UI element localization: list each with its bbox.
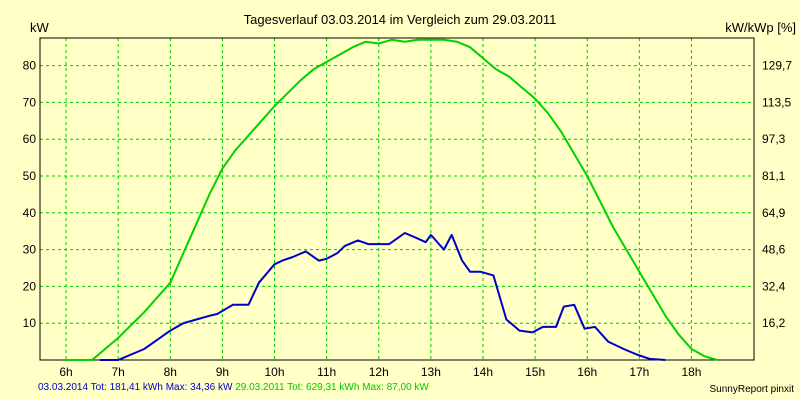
legend-series-2-total: Tot: 629,31 kWh <box>287 382 360 393</box>
grid <box>40 38 754 360</box>
legend-series-2-max: Max: 87,00 kW <box>362 382 429 393</box>
y-right-tick-label: 16,2 <box>762 316 786 330</box>
series-line-1 <box>99 232 666 361</box>
y-left-tick-label: 20 <box>23 279 37 293</box>
x-tick-label: 14h <box>473 365 493 379</box>
y-right-tick-label: 48,6 <box>762 243 786 257</box>
x-tick-label: 8h <box>164 365 177 379</box>
legend-series-1-name: 03.03.2014 <box>38 382 89 393</box>
y-left-tick-label: 30 <box>23 243 37 257</box>
x-tick-label: 12h <box>369 365 389 379</box>
x-tick-label: 9h <box>216 365 229 379</box>
legend-series-1: 03.03.2014 Tot: 181,41 kWh Max: 34,36 kW <box>38 382 235 393</box>
y-right-tick-label: 81,1 <box>762 169 786 183</box>
y-right-tick-label: 64,9 <box>762 206 786 220</box>
y-right-tick-label: 113,5 <box>762 95 791 109</box>
y-left-tick-label: 50 <box>23 169 37 183</box>
x-tick-label: 15h <box>525 365 545 379</box>
x-tick-label: 16h <box>577 365 597 379</box>
y-left-tick-label: 80 <box>23 59 37 73</box>
x-tick-label: 10h <box>265 365 285 379</box>
legend-series-1-max: Max: 34,36 kW <box>165 382 233 393</box>
x-tick-label: 11h <box>317 365 336 379</box>
y-right-tick-label: 97,3 <box>762 132 786 146</box>
y-left-tick-label: 70 <box>23 95 37 109</box>
x-tick-label: 7h <box>111 365 124 379</box>
x-tick-label: 18h <box>681 365 701 379</box>
y-right-tick-label: 32,4 <box>762 279 786 293</box>
y-axis-right-ticks: 16,2 32,4 48,6 64,9 81,1 97,3 113,5 129,7 <box>762 59 792 331</box>
y-axis-left-label: kW <box>30 20 50 35</box>
y-left-tick-label: 10 <box>23 316 37 330</box>
y-left-tick-label: 60 <box>23 132 37 146</box>
series-lines <box>66 38 718 361</box>
legend-series-2-name: 29.03.2011 <box>235 382 285 393</box>
series-line-2 <box>66 38 718 361</box>
x-tick-label: 6h <box>59 365 72 379</box>
legend-footer: 03.03.2014 Tot: 181,41 kWh Max: 34,36 kW… <box>38 382 429 393</box>
x-tick-label: 13h <box>421 365 441 379</box>
y-right-tick-label: 129,7 <box>762 59 792 73</box>
chart-title: Tagesverlauf 03.03.2014 im Vergleich zum… <box>244 12 557 27</box>
x-axis-ticks: 6h 7h 8h 9h 10h 11h 12h 13h 14h 15h 16h 17h 18h <box>59 365 701 379</box>
y-left-tick-label: 40 <box>23 206 37 220</box>
y-axis-left-ticks: 10 20 30 40 50 60 70 80 <box>23 59 37 331</box>
legend-series-1-total: Tot: 181,41 kWh <box>90 382 163 393</box>
plot-frame <box>39 37 755 361</box>
legend-series-2: 29.03.2011 Tot: 629,31 kWh Max: 87,00 kW <box>235 382 429 393</box>
credit: SunnyReport pinxit <box>709 384 795 395</box>
y-axis-right-label: kW/kWp [%] <box>725 20 796 35</box>
x-tick-label: 17h <box>629 365 649 379</box>
